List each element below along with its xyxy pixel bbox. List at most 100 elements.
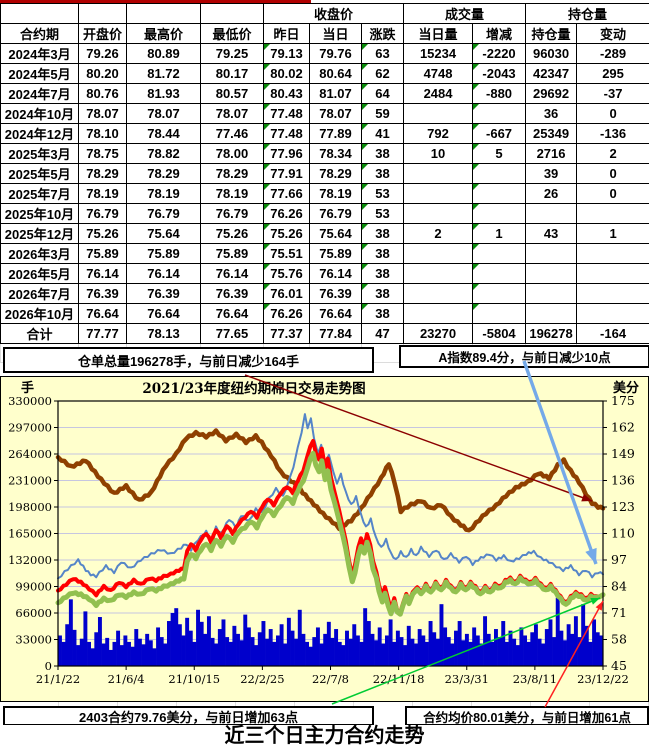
cell-low[interactable]: 75.26 bbox=[200, 223, 264, 244]
cell-open[interactable]: 76.14 bbox=[78, 263, 127, 284]
col-header-6[interactable]: 涨跌 bbox=[360, 23, 405, 44]
cell-oi_chg[interactable]: 2 bbox=[576, 143, 649, 164]
cell-vol_chg[interactable]: -880 bbox=[472, 83, 527, 104]
contract-2403-callout[interactable]: 2403合约79.76美分，与前日增加63点 bbox=[3, 706, 374, 726]
cell-oi[interactable]: 42347 bbox=[525, 63, 578, 84]
cell-oi[interactable]: 43 bbox=[525, 223, 578, 244]
price-volume-chart[interactable]: 0 33000 66000 99000 132000 165000 198000 231000… bbox=[0, 376, 649, 702]
cell-chg[interactable]: 53 bbox=[360, 183, 405, 204]
empty-header-cell[interactable] bbox=[0, 3, 79, 24]
col-header-0[interactable]: 合约期 bbox=[0, 23, 79, 44]
cell-period[interactable]: 2026年3月 bbox=[0, 243, 79, 264]
cell-vol[interactable] bbox=[403, 103, 474, 124]
cell-close[interactable]: 77.89 bbox=[309, 123, 362, 144]
cell-low[interactable]: 78.19 bbox=[200, 183, 264, 204]
cell-close[interactable]: 76.14 bbox=[309, 263, 362, 284]
cell-chg[interactable]: 38 bbox=[360, 223, 405, 244]
cell-open[interactable]: 80.20 bbox=[78, 63, 127, 84]
cell-open[interactable]: 76.64 bbox=[78, 303, 127, 324]
cell-close[interactable]: 79.76 bbox=[309, 43, 362, 64]
cell-oi_chg[interactable]: 0 bbox=[576, 103, 649, 124]
cell-chg[interactable]: 62 bbox=[360, 63, 405, 84]
cell-oi[interactable] bbox=[525, 283, 578, 304]
cell-close[interactable]: 78.19 bbox=[309, 183, 362, 204]
cell-close[interactable]: 76.39 bbox=[309, 283, 362, 304]
cell-close[interactable]: 75.89 bbox=[309, 243, 362, 264]
cell-oi_chg[interactable]: -37 bbox=[576, 83, 649, 104]
cell-vol_chg[interactable]: -2220 bbox=[472, 43, 527, 64]
cell-oi[interactable]: 96030 bbox=[525, 43, 578, 64]
cell-high[interactable]: 75.64 bbox=[126, 223, 201, 244]
cell-close[interactable]: 78.34 bbox=[309, 143, 362, 164]
cell-low[interactable]: 76.14 bbox=[200, 263, 264, 284]
cell-vol[interactable]: 2 bbox=[403, 223, 474, 244]
cell-chg[interactable]: 41 bbox=[360, 123, 405, 144]
cell-vol_chg[interactable]: -2043 bbox=[472, 63, 527, 84]
cell-high[interactable]: 76.14 bbox=[126, 263, 201, 284]
cell-prev[interactable]: 77.66 bbox=[263, 183, 310, 204]
cell-prev[interactable]: 77.48 bbox=[263, 123, 310, 144]
cell-close[interactable]: 76.79 bbox=[309, 203, 362, 224]
cell-oi_chg[interactable]: 0 bbox=[576, 163, 649, 184]
col-header-10[interactable]: 变动 bbox=[576, 23, 649, 44]
cell-chg[interactable]: 38 bbox=[360, 243, 405, 264]
cell-oi_chg[interactable] bbox=[576, 303, 649, 324]
cell-open[interactable]: 78.75 bbox=[78, 143, 127, 164]
cell-oi[interactable]: 2716 bbox=[525, 143, 578, 164]
cell-vol[interactable]: 2484 bbox=[403, 83, 474, 104]
cell-vol_chg[interactable]: 1 bbox=[472, 223, 527, 244]
cell-low[interactable]: 80.57 bbox=[200, 83, 264, 104]
cell-oi[interactable]: 26 bbox=[525, 183, 578, 204]
cell-high[interactable]: 76.79 bbox=[126, 203, 201, 224]
col-header-3[interactable]: 最低价 bbox=[200, 23, 264, 44]
empty-header-cell[interactable] bbox=[126, 3, 201, 24]
cell-low[interactable]: 76.39 bbox=[200, 283, 264, 304]
a-index-callout[interactable]: A指数89.4分，与前日减少10点 bbox=[399, 345, 649, 368]
cell-high[interactable]: 81.93 bbox=[126, 83, 201, 104]
col-header-1[interactable]: 开盘价 bbox=[78, 23, 127, 44]
cell-chg[interactable]: 38 bbox=[360, 283, 405, 304]
cell-low[interactable]: 76.64 bbox=[200, 303, 264, 324]
col-header-9[interactable]: 持仓量 bbox=[525, 23, 578, 44]
cell-low[interactable]: 80.17 bbox=[200, 63, 264, 84]
cell-high[interactable]: 78.29 bbox=[126, 163, 201, 184]
cell-oi_chg[interactable]: -164 bbox=[576, 323, 649, 344]
group-header-volume[interactable]: 成交量 bbox=[403, 3, 527, 24]
empty-header-cell[interactable] bbox=[78, 3, 127, 24]
cell-vol[interactable] bbox=[403, 303, 474, 324]
col-header-2[interactable]: 最高价 bbox=[126, 23, 201, 44]
cell-high[interactable]: 81.72 bbox=[126, 63, 201, 84]
cell-period[interactable]: 2026年7月 bbox=[0, 283, 79, 304]
cell-open[interactable]: 77.77 bbox=[78, 323, 127, 344]
cell-vol_chg[interactable] bbox=[472, 303, 527, 324]
cell-chg[interactable]: 64 bbox=[360, 83, 405, 104]
cell-high[interactable]: 78.44 bbox=[126, 123, 201, 144]
cell-open[interactable]: 78.29 bbox=[78, 163, 127, 184]
cell-prev[interactable]: 80.43 bbox=[263, 83, 310, 104]
cell-high[interactable]: 78.13 bbox=[126, 323, 201, 344]
cell-chg[interactable]: 38 bbox=[360, 263, 405, 284]
group-header-close[interactable]: 收盘价 bbox=[262, 3, 405, 24]
cell-vol_chg[interactable] bbox=[472, 263, 527, 284]
cell-high[interactable]: 75.89 bbox=[126, 243, 201, 264]
cell-low[interactable]: 75.89 bbox=[200, 243, 264, 264]
cell-prev[interactable]: 76.26 bbox=[263, 203, 310, 224]
cell-prev[interactable]: 79.13 bbox=[263, 43, 310, 64]
cell-vol_chg[interactable] bbox=[472, 283, 527, 304]
cell-prev[interactable]: 77.91 bbox=[263, 163, 310, 184]
cell-vol_chg[interactable]: 5 bbox=[472, 143, 527, 164]
cell-high[interactable]: 78.07 bbox=[126, 103, 201, 124]
cell-period[interactable]: 合计 bbox=[0, 323, 79, 344]
group-header-oi[interactable]: 持仓量 bbox=[525, 3, 649, 24]
cell-vol[interactable] bbox=[403, 243, 474, 264]
cell-low[interactable]: 78.29 bbox=[200, 163, 264, 184]
cell-oi_chg[interactable]: 1 bbox=[576, 223, 649, 244]
cell-period[interactable]: 2026年5月 bbox=[0, 263, 79, 284]
cell-prev[interactable]: 75.51 bbox=[263, 243, 310, 264]
cell-period[interactable]: 2025年10月 bbox=[0, 203, 79, 224]
cell-prev[interactable]: 80.02 bbox=[263, 63, 310, 84]
cell-close[interactable]: 80.64 bbox=[309, 63, 362, 84]
cell-prev[interactable]: 77.37 bbox=[263, 323, 310, 344]
cell-chg[interactable]: 59 bbox=[360, 103, 405, 124]
cell-low[interactable]: 78.00 bbox=[200, 143, 264, 164]
